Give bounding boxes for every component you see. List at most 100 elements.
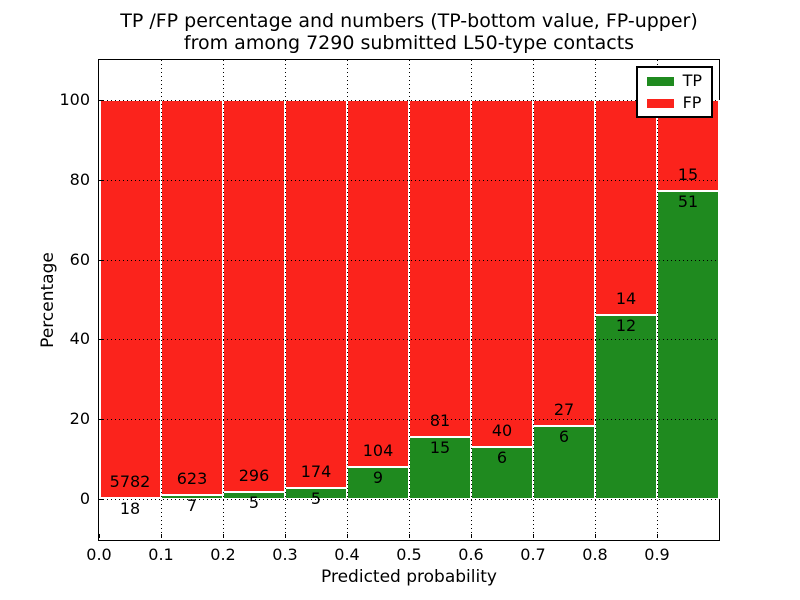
tp-count-label: 5: [310, 488, 322, 508]
x-tick-label: 0.5: [396, 545, 422, 564]
y-tick-label: 20: [69, 409, 90, 429]
bar-segment-tp: [595, 314, 657, 499]
x-tick-label: 0.4: [334, 545, 360, 564]
gridline-vertical: [471, 60, 472, 540]
y-tick-label: 80: [69, 169, 90, 189]
bar-edge: [657, 189, 719, 192]
gridline-horizontal: [99, 100, 719, 101]
bar-segment-fp: [223, 100, 285, 493]
x-tick: [409, 534, 410, 538]
bar-edge: [285, 486, 347, 489]
y-tick: [99, 499, 103, 500]
bar-segment-fp: [347, 100, 409, 468]
bar-edge: [161, 493, 223, 496]
fp-count-label: 81: [429, 410, 451, 430]
gridline-vertical: [347, 60, 348, 540]
bar-edge: [347, 466, 409, 469]
bar-segment-tp: [409, 436, 471, 499]
fp-count-label: 174: [300, 461, 332, 481]
tp-count-label: 51: [677, 191, 699, 211]
y-tick: [99, 180, 103, 181]
legend-swatch-tp: [646, 76, 674, 86]
legend-label: FP: [682, 93, 702, 112]
legend-item: FP: [646, 93, 702, 112]
legend-label: TP: [682, 71, 702, 90]
x-tick-label: 0.1: [148, 545, 174, 564]
bar-segment-fp: [99, 100, 161, 498]
tp-count-label: 6: [496, 447, 508, 467]
gridline-horizontal: [99, 339, 719, 340]
fp-count-label: 5782: [109, 471, 151, 491]
x-tick-label: 0.0: [86, 545, 112, 564]
bar-edge: [718, 100, 720, 499]
x-tick: [595, 534, 596, 538]
x-tick-label: 0.2: [210, 545, 236, 564]
gridline-horizontal: [99, 180, 719, 181]
tp-count-label: 12: [615, 315, 637, 335]
chart-title-line1: TP /FP percentage and numbers (TP-bottom…: [120, 10, 698, 32]
x-tick: [223, 534, 224, 538]
bar-segment-fp: [533, 100, 595, 427]
bar-edge: [409, 435, 471, 438]
x-tick: [657, 534, 658, 538]
tp-count-label: 9: [372, 468, 384, 488]
bar-segment-fp: [471, 100, 533, 447]
x-tick-label: 0.3: [272, 545, 298, 564]
y-tick-label: 40: [69, 329, 90, 349]
y-tick-label: 100: [59, 90, 90, 109]
x-tick: [99, 534, 100, 538]
bar-segment-tp: [223, 492, 285, 499]
bar-segment-tp: [285, 487, 347, 499]
x-tick: [347, 534, 348, 538]
gridline-vertical: [657, 60, 658, 540]
bar-edge: [533, 425, 595, 428]
fp-count-label: 27: [553, 400, 575, 420]
gridline-vertical: [285, 60, 286, 540]
legend-swatch-fp: [646, 98, 674, 108]
bar-edge: [99, 100, 101, 499]
legend: TP FP: [635, 66, 713, 118]
tp-count-label: 18: [119, 498, 141, 518]
bar-edge: [99, 496, 161, 499]
bar-segment-tp: [657, 190, 719, 499]
y-tick: [99, 339, 103, 340]
gridline-horizontal: [99, 260, 719, 261]
chart-title: TP /FP percentage and numbers (TP-bottom…: [99, 10, 719, 54]
x-tick-label: 0.6: [458, 545, 484, 564]
bar-segment-tp: [161, 494, 223, 499]
y-tick-label: 60: [69, 249, 90, 269]
tp-count-label: 5: [248, 493, 260, 513]
x-tick-label: 0.9: [644, 545, 670, 564]
bar-segment-fp: [409, 100, 471, 437]
gridline-vertical: [533, 60, 534, 540]
x-tick: [533, 534, 534, 538]
legend-item: TP: [646, 71, 702, 90]
y-tick: [99, 100, 103, 101]
gridline-vertical: [161, 60, 162, 540]
bar-edge: [223, 491, 285, 494]
x-axis-label: Predicted probability: [321, 567, 497, 587]
bar-segment-tp: [533, 426, 595, 499]
bar-segment-fp: [595, 100, 657, 315]
x-tick: [161, 534, 162, 538]
gridline-horizontal: [99, 419, 719, 420]
x-tick-label: 0.8: [582, 545, 608, 564]
fp-count-label: 40: [491, 420, 513, 440]
bar-edge: [595, 313, 657, 316]
chart-title-line2: from among 7290 submitted L50-type conta…: [183, 32, 635, 54]
bar-segment-tp: [347, 467, 409, 499]
fp-count-label: 14: [615, 288, 637, 308]
bar-segment-fp: [161, 100, 223, 495]
x-tick-label: 0.7: [520, 545, 546, 564]
fp-count-label: 623: [176, 468, 208, 488]
gridline-vertical: [223, 60, 224, 540]
bar-edge: [471, 445, 533, 448]
x-tick: [471, 534, 472, 538]
gridline-vertical: [409, 60, 410, 540]
gridline-vertical: [595, 60, 596, 540]
fp-count-label: 104: [362, 441, 394, 461]
x-tick: [285, 534, 286, 538]
y-tick-label: 0: [79, 489, 90, 508]
fp-count-label: 15: [677, 164, 699, 184]
